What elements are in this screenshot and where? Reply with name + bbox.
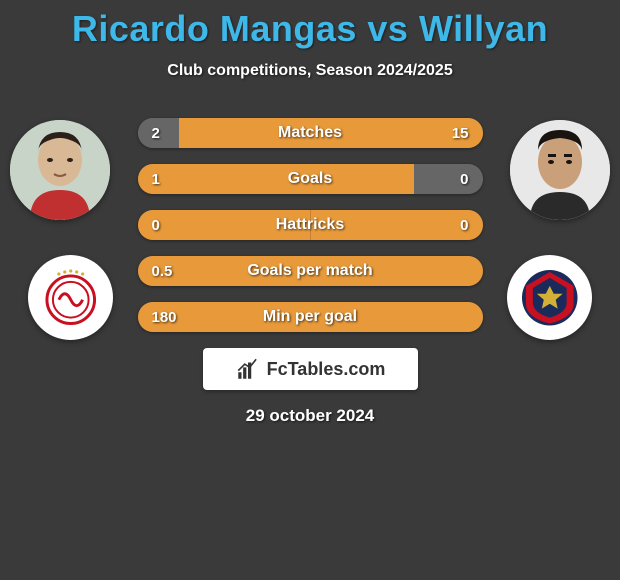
stat-value-left: 0 bbox=[152, 210, 160, 240]
snapshot-date: 29 october 2024 bbox=[0, 406, 620, 426]
stat-value-left: 180 bbox=[152, 302, 177, 332]
club-crest-icon bbox=[520, 268, 580, 328]
stat-row: Min per goal180 bbox=[138, 302, 483, 332]
person-icon bbox=[510, 120, 610, 220]
branding-badge: FcTables.com bbox=[203, 348, 418, 390]
club-left-badge bbox=[28, 255, 113, 340]
branding-text: FcTables.com bbox=[267, 359, 386, 380]
player-left-avatar bbox=[10, 120, 110, 220]
player-right-avatar bbox=[510, 120, 610, 220]
chart-icon bbox=[235, 356, 261, 382]
comparison-content: Matches215Goals10Hattricks00Goals per ma… bbox=[0, 110, 620, 426]
stat-row: Hattricks0 0 bbox=[138, 210, 483, 240]
club-right-badge bbox=[507, 255, 592, 340]
page-title: Ricardo Mangas vs Willyan bbox=[0, 0, 620, 50]
season-subtitle: Club competitions, Season 2024/2025 bbox=[0, 62, 620, 80]
stats-bars: Matches215Goals10Hattricks00Goals per ma… bbox=[138, 110, 483, 332]
stat-value-left: 0.5 bbox=[152, 256, 173, 286]
stat-label: Goals bbox=[138, 164, 483, 194]
stat-value-left: 1 bbox=[152, 164, 160, 194]
stat-value-left: 2 bbox=[152, 118, 160, 148]
club-crest-icon bbox=[41, 268, 101, 328]
stat-row: Goals1 0 bbox=[138, 164, 483, 194]
stat-label: Matches bbox=[138, 118, 483, 148]
stat-value-right: 0 bbox=[460, 164, 468, 194]
stat-row: Goals per match0.5 bbox=[138, 256, 483, 286]
person-icon bbox=[10, 120, 110, 220]
stat-value-right: 15 bbox=[452, 118, 469, 148]
stat-label: Goals per match bbox=[138, 256, 483, 286]
stat-label: Min per goal bbox=[138, 302, 483, 332]
stat-value-right: 0 bbox=[460, 210, 468, 240]
stat-row: Matches2 15 bbox=[138, 118, 483, 148]
stat-label: Hattricks bbox=[138, 210, 483, 240]
